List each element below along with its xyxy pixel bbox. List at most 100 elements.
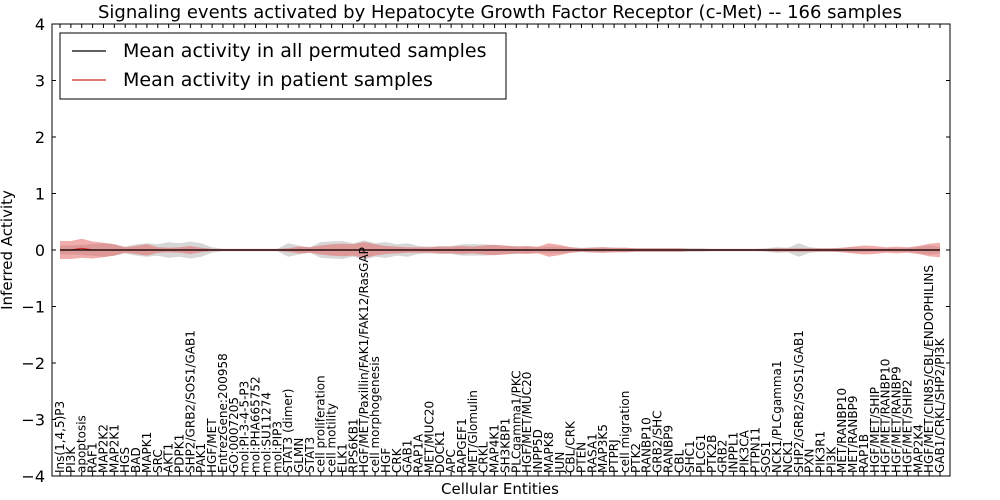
y-tick-label: 4 [35, 15, 45, 34]
category-label: HGF/MET/RANBP9 [890, 366, 904, 473]
category-label: CRK [390, 447, 404, 473]
category-label: mol:PIP3 [270, 421, 284, 473]
category-label: INPPL1 [727, 432, 741, 473]
category-labels: Ins(1,4,5)P3PI3KapoptosisRAF1MAP2K2MAP2K… [53, 247, 947, 474]
category-label: JUN [553, 452, 567, 474]
category-label: RASA1 [585, 433, 599, 473]
category-label: EntrezGene:200958 [216, 353, 230, 473]
category-label: MET/RANBP9 [846, 396, 860, 473]
category-label: HGS [118, 447, 132, 473]
category-label: MET/MUC20 [422, 401, 436, 473]
axis-ticks: −4 −3 −2 −1 0 1 2 3 4 [21, 15, 950, 486]
category-label: MAPK8 [542, 432, 556, 473]
category-label: PTK2B [705, 435, 719, 473]
category-label: BAD [129, 447, 143, 473]
chart-title: Signaling events activated by Hepatocyte… [98, 2, 902, 23]
category-label: SRC [151, 449, 165, 473]
legend: Mean activity in all permuted samples Me… [59, 32, 507, 100]
category-label: MET/RANBP10 [835, 388, 849, 473]
x-axis-label: Cellular Entities [441, 480, 559, 498]
category-label: RANBP9 [661, 425, 675, 473]
category-label: GAB1 [401, 440, 415, 473]
y-tick-label: 0 [35, 241, 45, 260]
category-label: PIK3R1 [814, 431, 828, 473]
plot-area [60, 238, 940, 260]
category-label: PTPRJ [607, 439, 621, 473]
category-label: cell migration [618, 391, 632, 473]
category-label: NCK1/PLCgamma1 [770, 360, 784, 473]
category-label: PDPK1 [173, 434, 187, 473]
category-label: SH3KBP1 [498, 418, 512, 473]
category-label: Ins(1,4,5)P3 [53, 401, 67, 473]
category-label: RPS6KB1 [346, 418, 360, 473]
y-tick-label: 3 [35, 72, 45, 91]
category-label: cell proliferation [314, 375, 328, 473]
category-label: PI3K [824, 446, 838, 473]
category-label: GLMN [292, 438, 306, 473]
category-label: PLCgamma1/PKC [509, 370, 523, 473]
category-label: MAPK1 [140, 432, 154, 473]
category-label: CBL [672, 449, 686, 473]
category-label: PI3K [64, 446, 78, 473]
category-label: RAP1B [857, 434, 871, 473]
category-label: HGF/MET/SHIP [868, 387, 882, 473]
category-label: MAP4K1 [488, 424, 502, 473]
y-tick-label: −1 [21, 298, 45, 317]
y-axis-label: Inferred Activity [0, 190, 16, 310]
category-label: PIK3CA [737, 429, 751, 473]
category-label: PAK1 [194, 443, 208, 473]
category-label: HGF/MET/Paxillin/FAK1/FAK12/RasGAP [357, 247, 371, 473]
category-label: HGF/MET/SHIP2 [900, 379, 914, 473]
y-tick-label: 1 [35, 185, 45, 204]
category-label: PLCG1 [694, 434, 708, 473]
category-label: cell motility [325, 403, 339, 473]
category-label: CBL/CRK [564, 420, 578, 473]
category-label: SHP2/GRB2/SOS1/GAB1 [183, 330, 197, 473]
category-label: apoptosis [75, 415, 89, 473]
category-label: HGF/MET/CIN85/CBL/ENDOPHILINS [922, 265, 936, 473]
legend-box [59, 32, 507, 100]
category-label: HGF/MET/MUC20 [520, 372, 534, 473]
category-label: RAPGEF1 [455, 418, 469, 473]
category-label: MAP2K2 [97, 424, 111, 473]
category-label: SHP2/GRB2/SOS1/GAB1 [792, 330, 806, 473]
y-tick-label: −4 [21, 467, 45, 486]
category-label: INPP5D [531, 429, 545, 473]
category-label: mol:SU11274 [259, 392, 273, 473]
category-label: RAF1 [86, 442, 100, 473]
category-label: PTEN [575, 442, 589, 473]
category-label: GRB2/SHC [651, 410, 665, 473]
band-patient-samples [60, 238, 940, 259]
category-label: PXN [803, 449, 817, 473]
category-label: cell morphogenesis [368, 356, 382, 473]
category-label: RAP1A [412, 433, 426, 473]
category-label: DOCK1 [433, 430, 447, 473]
category-label: PTPN11 [748, 427, 762, 473]
category-label: SOS1 [759, 441, 773, 473]
category-label: SHC1 [683, 440, 697, 473]
legend-label-patient: Mean activity in patient samples [123, 69, 433, 91]
category-label: mol:PI-3-4-5-P3 [238, 381, 252, 473]
y-tick-label: −3 [21, 411, 45, 430]
category-label: NCK1 [781, 440, 795, 473]
category-label: HGF [379, 448, 393, 473]
category-label: CRKL [477, 441, 491, 473]
y-tick-label: −2 [21, 354, 45, 373]
category-label: MAP2K1 [107, 424, 121, 473]
category-label: GAB1/CRKL/SHP2/PI3K [933, 337, 947, 473]
category-label: MAP3K5 [596, 424, 610, 473]
category-label: mol:PHA665752 [249, 376, 263, 473]
category-label: APC [444, 449, 458, 473]
category-label: AKT1 [162, 443, 176, 473]
category-label: GO:0007205 [227, 397, 241, 473]
category-label: ELK1 [336, 443, 350, 473]
category-label: MET/Glomulin [466, 390, 480, 473]
category-label: HGF/MET [205, 418, 219, 473]
legend-label-permuted: Mean activity in all permuted samples [123, 40, 486, 62]
category-label: STAT3 [303, 437, 317, 473]
category-label: GRB2 [716, 439, 730, 473]
category-label: MAP2K4 [911, 424, 925, 473]
category-label: HGF/MET/RANBP10 [879, 359, 893, 473]
category-label: STAT3 (dimer) [281, 389, 295, 473]
